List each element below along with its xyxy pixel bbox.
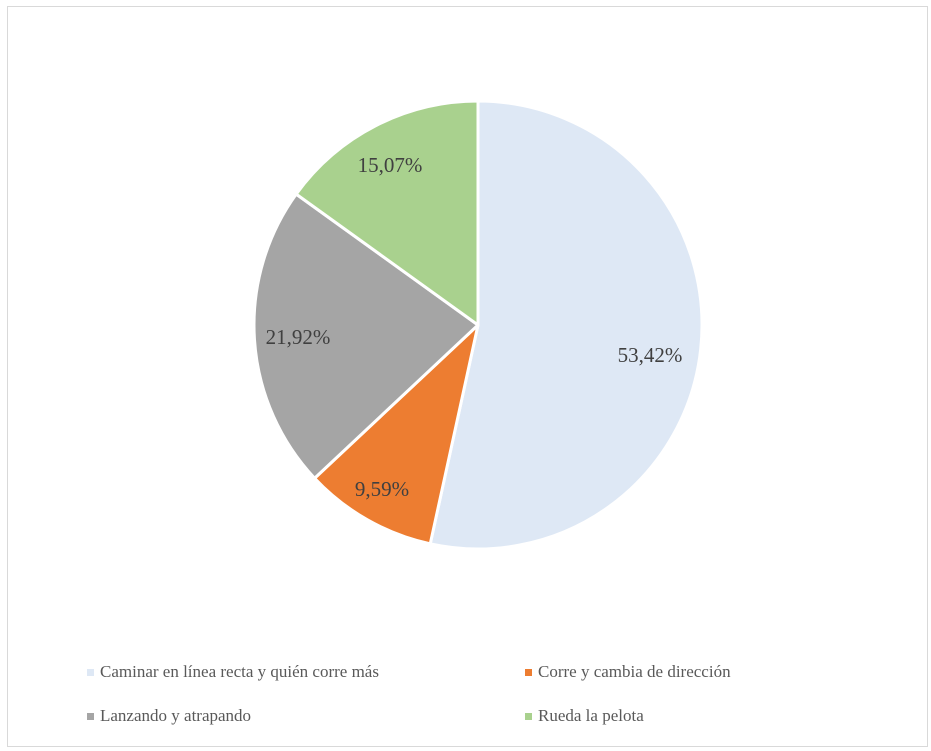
data-label-rueda: 15,07% — [358, 153, 423, 177]
legend-swatch-caminar — [87, 668, 94, 676]
pie-slice-rueda — [294, 99, 480, 327]
legend-swatch-rueda — [525, 712, 532, 720]
data-label-lanzando: 21,92% — [266, 325, 331, 349]
pie-slice-lanzando — [252, 192, 480, 480]
legend-item-rueda: Rueda la pelota — [525, 706, 644, 726]
legend-item-corre: Corre y cambia de dirección — [525, 662, 731, 682]
legend-label-lanzando: Lanzando y atrapando — [100, 706, 252, 725]
pie-slices — [252, 99, 704, 551]
legend-label-rueda: Rueda la pelota — [538, 706, 644, 725]
legend-swatch-lanzando — [87, 712, 94, 720]
pie-slice-caminar — [428, 99, 704, 551]
data-label-caminar: 53,42% — [618, 343, 683, 367]
legend-item-lanzando: Lanzando y atrapando — [87, 706, 251, 726]
legend-label-caminar: Caminar en línea recta y quién corre más — [100, 662, 379, 681]
legend-swatch-corre — [525, 668, 532, 676]
data-label-corre: 9,59% — [355, 477, 409, 501]
pie-data-labels: 53,42% 9,59% 21,92% 15,07% — [266, 153, 683, 501]
pie-slice-corre — [313, 323, 480, 546]
legend-item-caminar: Caminar en línea recta y quién corre más — [87, 662, 379, 682]
legend-label-corre: Corre y cambia de dirección — [538, 662, 731, 681]
